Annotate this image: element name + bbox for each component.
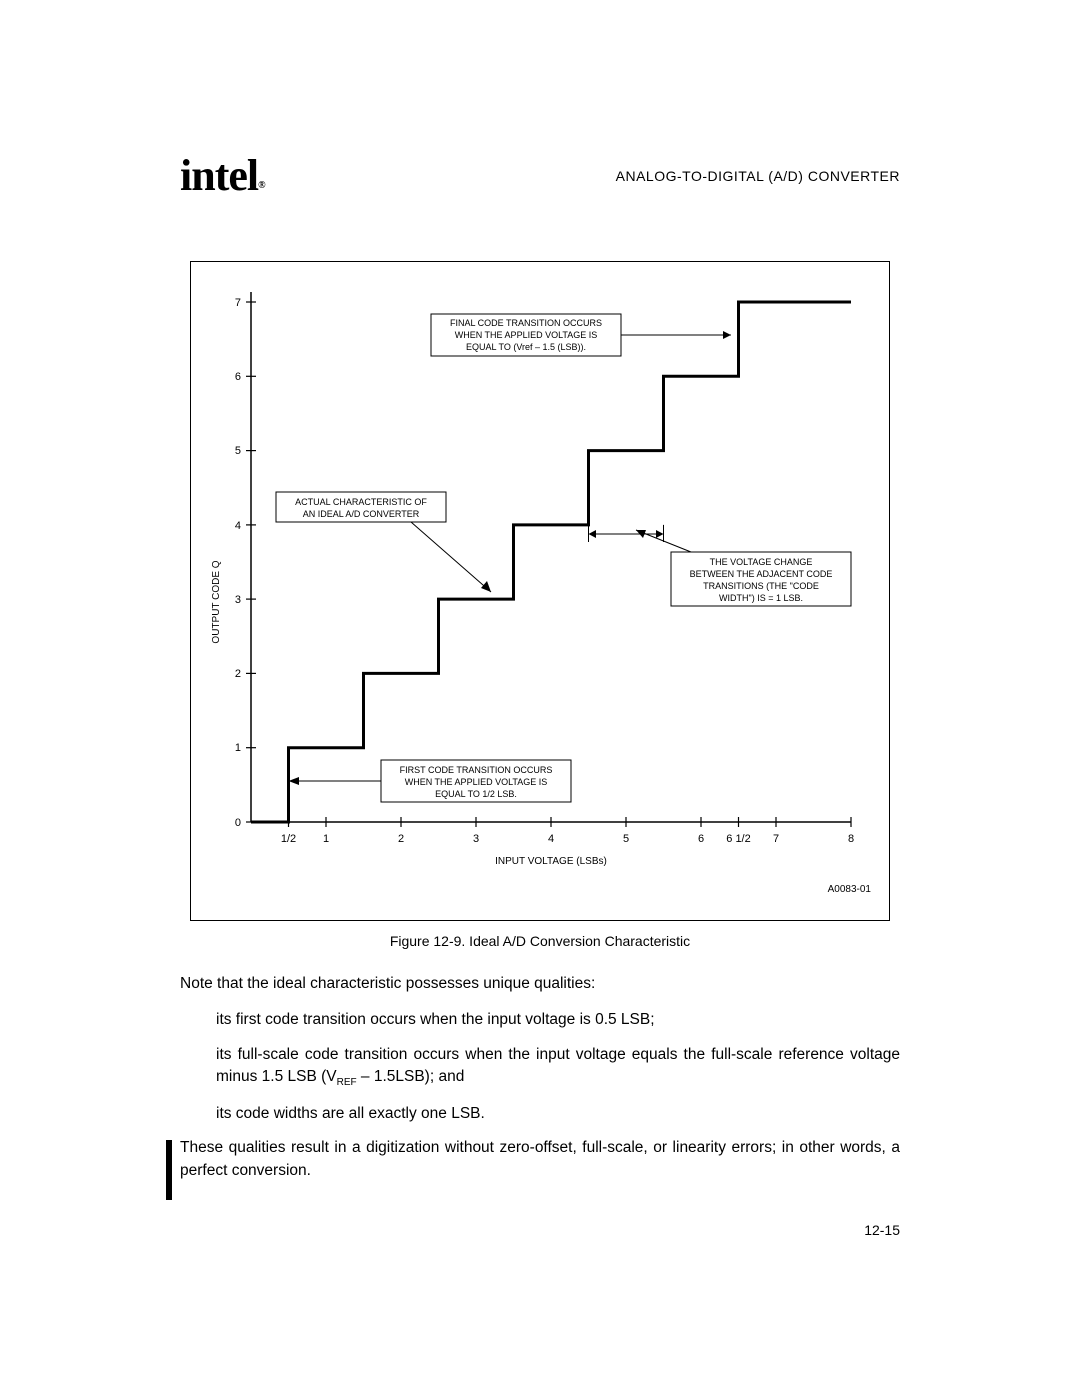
- xtick-9: 8: [848, 833, 854, 845]
- intro-text: Note that the ideal characteristic posse…: [180, 973, 900, 995]
- figure-svg: 0 1 2 3 4 5 6 7: [191, 262, 891, 922]
- xtick-8: 7: [773, 833, 779, 845]
- xtick-4: 4: [548, 833, 554, 845]
- logo-text: intel: [180, 151, 258, 200]
- xtick-5: 5: [623, 833, 629, 845]
- annotation-bottom-l3: EQUAL TO 1/2 LSB.: [435, 789, 517, 799]
- xtick-7: 6 1/2: [726, 833, 750, 845]
- xtick-0: 1/2: [281, 833, 296, 845]
- annotation-bottom-l1: FIRST CODE TRANSITION OCCURS: [400, 765, 553, 775]
- figure-container: 0 1 2 3 4 5 6 7: [190, 261, 890, 921]
- annotation-right-l3: TRANSITIONS (THE "CODE: [703, 581, 819, 591]
- bullet-2a: its full-scale code transition occurs wh…: [216, 1046, 900, 1085]
- annotation-top-l3: EQUAL TO (Vref – 1.5 (LSB)).: [466, 342, 586, 352]
- xtick-1: 1: [323, 833, 329, 845]
- ytick-7: 7: [235, 297, 241, 309]
- annotation-top-l1: FINAL CODE TRANSITION OCCURS: [450, 318, 602, 328]
- bullet-2-ref: REF: [337, 1078, 357, 1089]
- ytick-3: 3: [235, 594, 241, 606]
- page-header: intel® ANALOG-TO-DIGITAL (A/D) CONVERTER: [180, 150, 900, 201]
- change-bar: [166, 1140, 172, 1200]
- ytick-6: 6: [235, 371, 241, 383]
- bullet-2b: – 1.5LSB); and: [357, 1068, 465, 1085]
- annotation-bottom-l2: WHEN THE APPLIED VOLTAGE IS: [405, 777, 548, 787]
- xtick-6: 6: [698, 833, 704, 845]
- para-2: These qualities result in a digitization…: [180, 1137, 900, 1182]
- ytick-4: 4: [235, 520, 241, 532]
- annotation-left-l2: AN IDEAL A/D CONVERTER: [303, 509, 420, 519]
- annotation-right-l1: THE VOLTAGE CHANGE: [710, 557, 813, 567]
- figure-caption: Figure 12-9. Ideal A/D Conversion Charac…: [180, 933, 900, 949]
- logo-reg: ®: [258, 180, 264, 191]
- x-axis-label: INPUT VOLTAGE (LSBs): [495, 856, 607, 867]
- ytick-1: 1: [235, 742, 241, 754]
- xtick-3: 3: [473, 833, 479, 845]
- xtick-2: 2: [398, 833, 404, 845]
- ytick-2: 2: [235, 668, 241, 680]
- figure-ref: A0083-01: [828, 884, 872, 895]
- bullet-2: its full-scale code transition occurs wh…: [216, 1044, 900, 1091]
- annotation-left-l1: ACTUAL CHARACTERISTIC OF: [295, 497, 427, 507]
- document-title: ANALOG-TO-DIGITAL (A/D) CONVERTER: [616, 168, 900, 184]
- ytick-0: 0: [235, 817, 241, 829]
- intel-logo: intel®: [180, 150, 265, 201]
- y-axis-label: OUTPUT CODE Q: [211, 560, 222, 643]
- annotation-top-l2: WHEN THE APPLIED VOLTAGE IS: [455, 330, 598, 340]
- bullet-1: its first code transition occurs when th…: [216, 1009, 900, 1031]
- page-number: 12-15: [180, 1222, 900, 1238]
- annotation-right-l2: BETWEEN THE ADJACENT CODE: [690, 569, 833, 579]
- annotation-right-l4: WIDTH") IS = 1 LSB.: [719, 593, 803, 603]
- bullet-3: its code widths are all exactly one LSB.: [216, 1103, 900, 1125]
- ytick-5: 5: [235, 445, 241, 457]
